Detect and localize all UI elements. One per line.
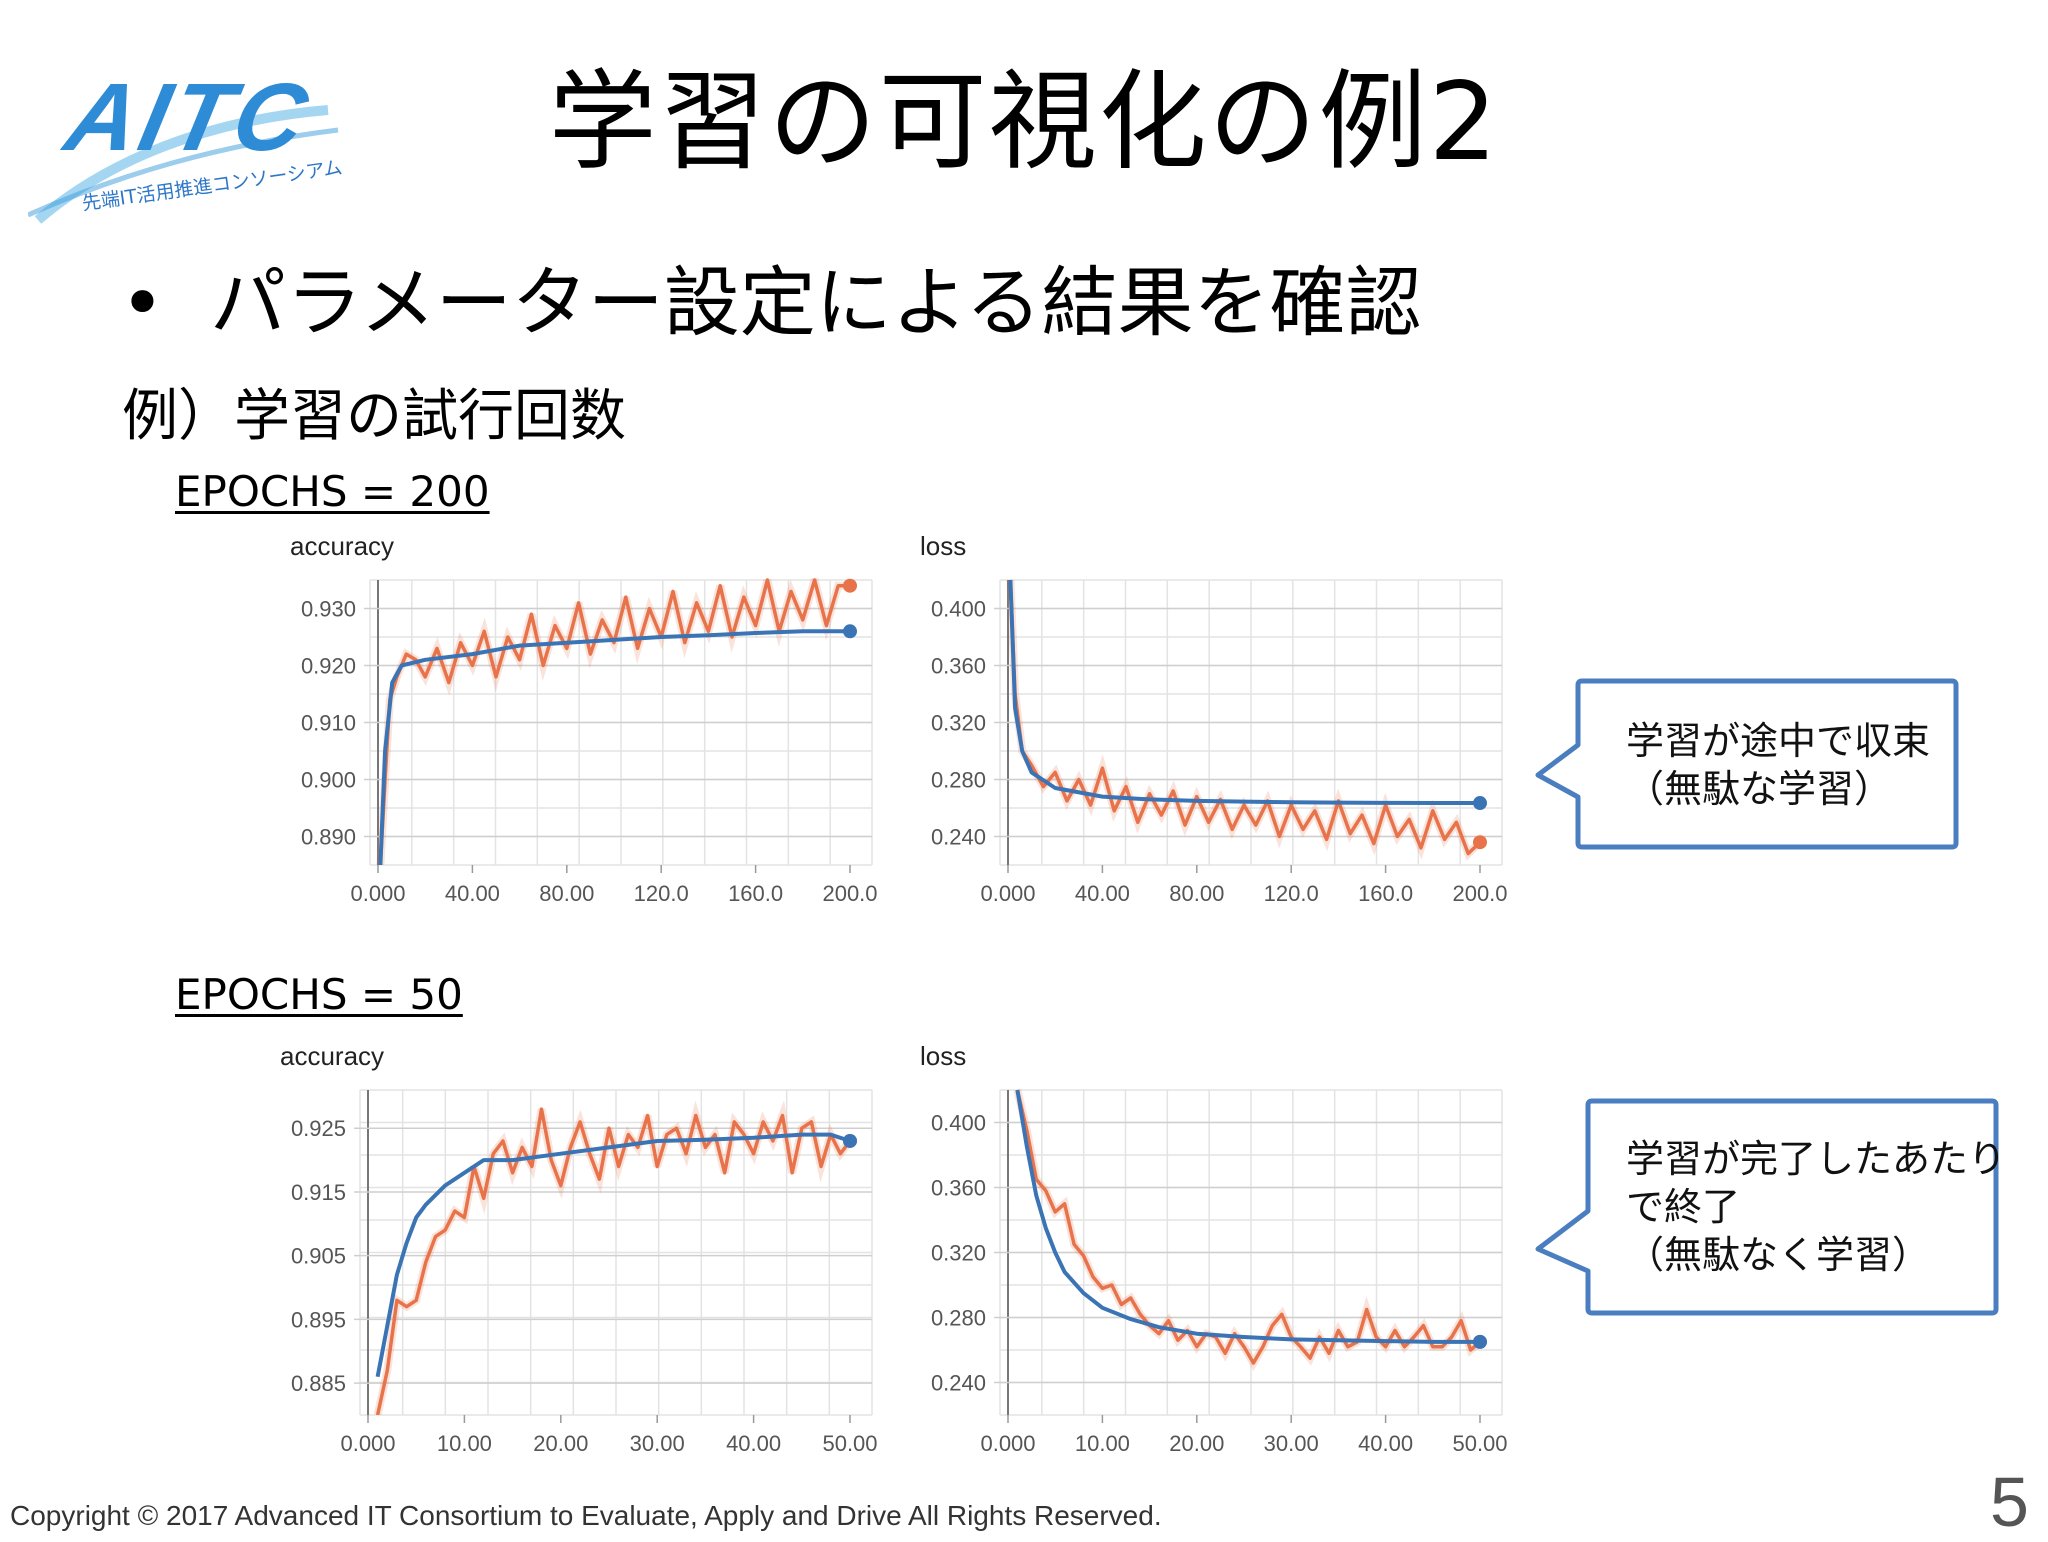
x-tick-label: 40.00	[445, 881, 500, 906]
x-tick-label: 200.0	[822, 881, 877, 906]
copyright-footer: Copyright © 2017 Advanced IT Consortium …	[10, 1500, 1162, 1531]
y-tick-label: 0.890	[301, 825, 356, 850]
y-tick-label: 0.400	[931, 597, 986, 622]
grid	[359, 1089, 873, 1416]
chart-loss-50: loss 0.400 0.360 0.320 0.280 0.240 0.000 10.00 2…	[920, 1041, 1508, 1456]
epochs-50-label: EPOCHS = 50	[175, 970, 463, 1019]
series-raw-line	[1008, 579, 1482, 856]
x-tick-label: 50.00	[822, 1431, 877, 1456]
x-tick-label: 160.0	[728, 881, 783, 906]
callout-top: 学習が途中で収束 （無駄な学習）	[1530, 675, 1960, 855]
aitc-logo: AITC 先端IT活用推進コンソーシアム	[28, 63, 344, 224]
x-tick-label: 10.00	[1075, 1431, 1130, 1456]
slide-title: 学習の可視化の例2	[548, 60, 1500, 185]
y-tick-label: 0.360	[931, 654, 986, 679]
y-tick-label: 0.280	[931, 768, 986, 793]
y-tick-label: 0.885	[291, 1371, 346, 1396]
y-tick-label: 0.910	[301, 711, 356, 736]
page-number: 5	[1990, 1463, 2029, 1541]
y-tick-label: 0.320	[931, 1241, 986, 1266]
x-tick-label: 0.000	[980, 1431, 1035, 1456]
logo-wordmark: AITC	[55, 63, 320, 171]
series-raw-halo	[1013, 1089, 1483, 1371]
callout-top-line-1: 学習が途中で収束	[1626, 719, 1931, 763]
chart-accuracy-50: accuracy 0.925 0.915 0.905 0.895 0.885 0.000 10…	[280, 1041, 878, 1456]
y-tick-label: 0.905	[291, 1244, 346, 1269]
series-smoothed-line	[1015, 1089, 1480, 1344]
x-tick-label: 160.0	[1358, 881, 1413, 906]
x-tick-label: 10.00	[437, 1431, 492, 1456]
series-smoothed-line	[375, 1132, 851, 1378]
chart-loss-200: loss 0.400 0.360 0.320 0.280 0.240 0.000 40.00 8…	[920, 531, 1508, 906]
chart-title: accuracy	[280, 1041, 384, 1071]
x-tick-label: 200.0	[1452, 881, 1507, 906]
series-raw-line	[378, 578, 850, 865]
chart-accuracy-200: accuracy 0.930 0.920 0.910 0.900 0.890 0.000 40…	[290, 531, 878, 906]
series-smoothed-endpoint	[1473, 1334, 1487, 1349]
callout-bottom: 学習が完了したあたり で終了 （無駄なく学習）	[1530, 1095, 2006, 1320]
x-tick-label: 80.00	[1169, 881, 1224, 906]
series-smoothed-line	[1008, 579, 1480, 805]
bullet-text: パラメーター設定による結果を確認	[210, 258, 1422, 347]
x-tick-label: 80.00	[539, 881, 594, 906]
x-tick-label: 40.00	[1075, 881, 1130, 906]
series-smoothed-endpoint	[843, 1133, 857, 1148]
series-raw-endpoint	[843, 578, 857, 593]
series-smoothed-line	[378, 629, 850, 865]
x-tick-label: 30.00	[630, 1431, 685, 1456]
chart-title: loss	[920, 531, 966, 561]
x-tick-label: 50.00	[1452, 1431, 1507, 1456]
y-tick-label: 0.240	[931, 1371, 986, 1396]
callout-bottom-line-3: （無駄なく学習）	[1626, 1233, 1931, 1277]
bullet-point: • パラメーター設定による結果を確認	[120, 258, 1421, 348]
y-tick-label: 0.895	[291, 1307, 346, 1332]
callout-bottom-line-1: 学習が完了したあたり	[1626, 1137, 2007, 1181]
callout-top-line-2: （無駄な学習）	[1626, 767, 1893, 811]
bullet-icon: •	[120, 258, 165, 347]
x-tick-label: 0.000	[350, 881, 405, 906]
x-tick-label: 0.000	[980, 881, 1035, 906]
x-tick-label: 20.00	[533, 1431, 588, 1456]
chart-title: loss	[920, 1041, 966, 1071]
y-tick-label: 0.925	[291, 1116, 346, 1141]
x-tick-label: 30.00	[1264, 1431, 1319, 1456]
y-tick-label: 0.320	[931, 711, 986, 736]
x-tick-label: 40.00	[726, 1431, 781, 1456]
y-tick-label: 0.360	[931, 1176, 986, 1201]
x-tick-label: 0.000	[340, 1431, 395, 1456]
callout-bubble-shape	[1535, 678, 1959, 850]
y-tick-label: 0.280	[931, 1306, 986, 1331]
x-tick-label: 120.0	[634, 881, 689, 906]
example-label: 例）学習の試行回数	[122, 384, 626, 449]
callout-bubble-shape	[1535, 1098, 1999, 1316]
y-tick-label: 0.240	[931, 825, 986, 850]
y-tick-label: 0.915	[291, 1180, 346, 1205]
series-smoothed-endpoint	[1473, 796, 1487, 811]
y-tick-label: 0.920	[301, 654, 356, 679]
x-tick-label: 20.00	[1169, 1431, 1224, 1456]
epochs-200-label: EPOCHS = 200	[175, 467, 490, 516]
series-raw-line	[1015, 1089, 1482, 1365]
y-tick-label: 0.400	[931, 1111, 986, 1136]
x-tick-label: 120.0	[1264, 881, 1319, 906]
series-smoothed-endpoint	[843, 624, 857, 639]
chart-title: accuracy	[290, 531, 394, 561]
series-raw-halo	[1006, 579, 1483, 861]
x-tick-label: 40.00	[1358, 1431, 1413, 1456]
y-tick-label: 0.900	[301, 768, 356, 793]
callout-bottom-line-2: で終了	[1626, 1185, 1741, 1229]
y-tick-label: 0.930	[301, 597, 356, 622]
series-raw-endpoint	[1473, 835, 1487, 850]
